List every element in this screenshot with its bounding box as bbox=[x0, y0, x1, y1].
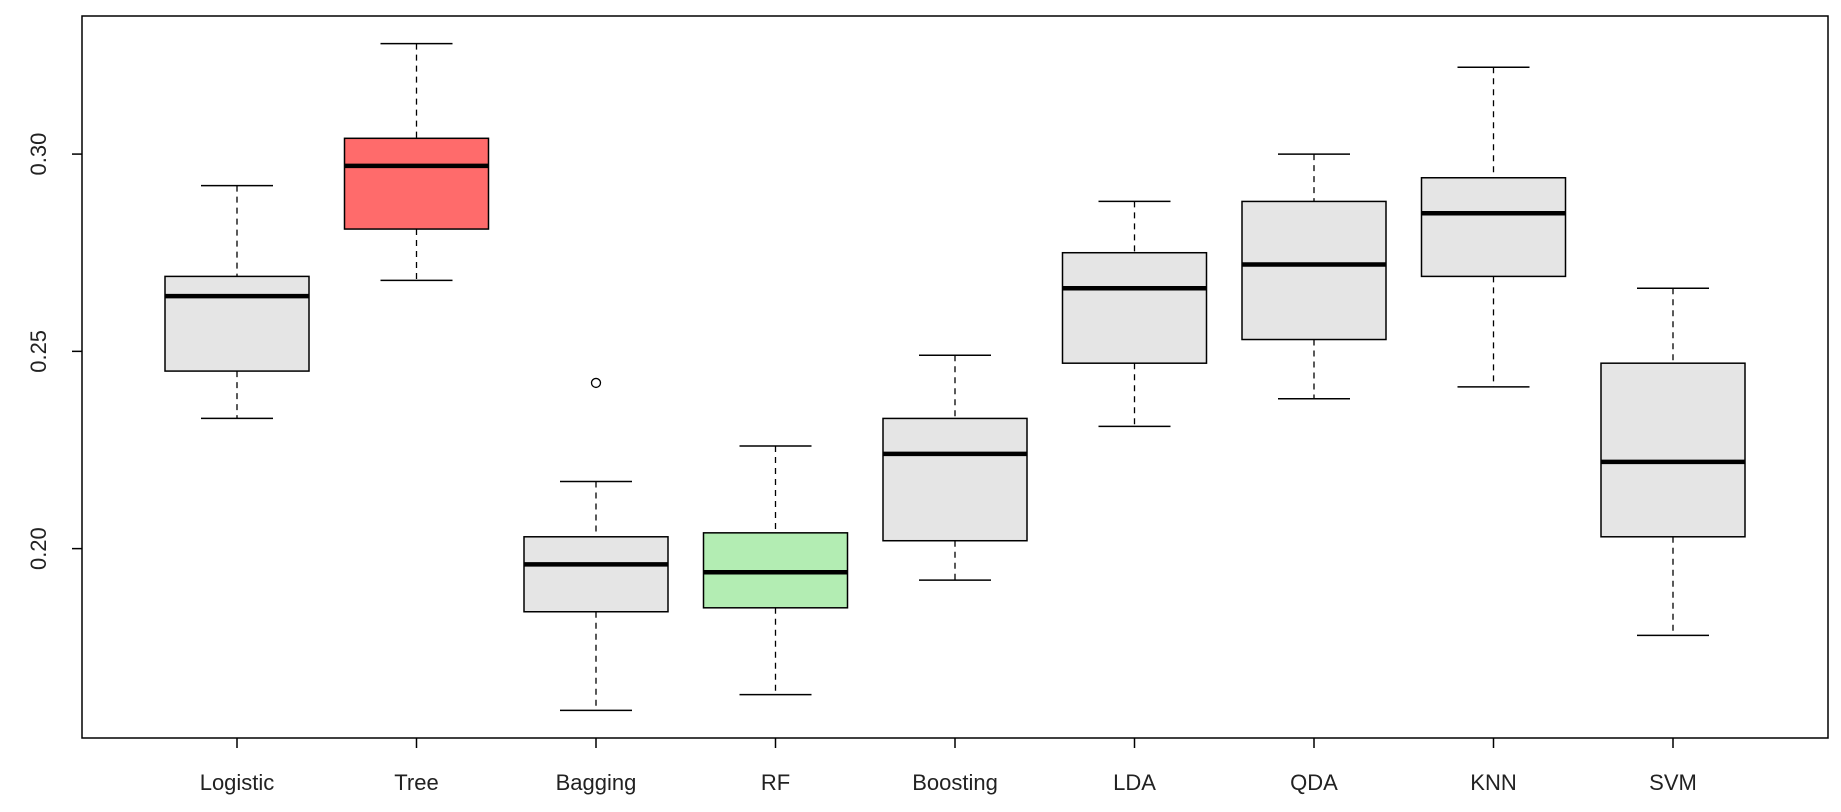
y-tick-label: 0.30 bbox=[26, 133, 51, 176]
iqr-box bbox=[882, 417, 1028, 542]
y-axis: 0.20 0.25 0.30 bbox=[26, 133, 82, 570]
x-tick-label: Tree bbox=[394, 770, 438, 795]
iqr-box bbox=[1241, 200, 1387, 341]
box-qda bbox=[1241, 153, 1387, 400]
box-lda bbox=[1061, 200, 1208, 428]
iqr-box bbox=[164, 275, 310, 372]
box-rf bbox=[702, 445, 849, 696]
iqr-box bbox=[1420, 177, 1567, 278]
x-tick-label: Bagging bbox=[556, 770, 637, 795]
box-tree bbox=[343, 42, 490, 282]
x-tick-label: SVM bbox=[1649, 770, 1697, 795]
plot-frame bbox=[81, 15, 1829, 739]
iqr-box bbox=[1061, 251, 1208, 364]
iqr-box bbox=[1600, 362, 1746, 538]
y-tick-label: 0.25 bbox=[26, 330, 51, 373]
x-tick-label: Logistic bbox=[200, 770, 275, 795]
box-bagging bbox=[523, 377, 669, 712]
x-tick-label: LDA bbox=[1113, 770, 1156, 795]
iqr-box bbox=[523, 536, 669, 613]
box-svm bbox=[1600, 287, 1746, 637]
boxes bbox=[164, 42, 1746, 712]
x-tick-label: Boosting bbox=[912, 770, 998, 795]
box-knn bbox=[1420, 66, 1567, 388]
outlier-point bbox=[590, 377, 602, 389]
box-logistic bbox=[164, 184, 310, 420]
x-tick-label: RF bbox=[761, 770, 790, 795]
x-tick-label: QDA bbox=[1290, 770, 1338, 795]
x-tick-label: KNN bbox=[1470, 770, 1516, 795]
box-boosting bbox=[882, 354, 1028, 581]
x-axis: Logistic Tree Bagging RF Boosting LDA QDA KNN SV… bbox=[200, 738, 1697, 795]
y-tick-label: 0.20 bbox=[26, 527, 51, 570]
iqr-box bbox=[343, 137, 490, 230]
